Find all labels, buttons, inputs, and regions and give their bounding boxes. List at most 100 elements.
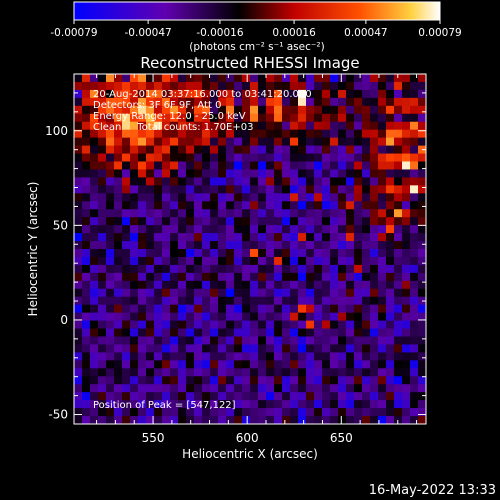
heatmap-cell — [394, 145, 403, 154]
heatmap-cell — [154, 74, 163, 83]
heatmap-cell — [178, 296, 187, 306]
heatmap-cell — [338, 113, 347, 123]
heatmap-cell — [354, 121, 363, 131]
heatmap-cell — [114, 352, 123, 361]
heatmap-cell — [322, 320, 331, 329]
heatmap-cell — [82, 328, 91, 337]
heatmap-cell — [154, 408, 163, 417]
heatmap-cell — [266, 129, 275, 139]
heatmap-cell — [330, 408, 339, 417]
heatmap-cell — [346, 368, 355, 377]
heatmap-cell — [226, 384, 235, 393]
heatmap-cell — [122, 121, 131, 131]
heatmap-cell — [290, 312, 299, 321]
heatmap-cell — [394, 296, 403, 306]
heatmap-cell — [146, 225, 155, 234]
heatmap-cell — [330, 129, 339, 139]
heatmap-cell — [282, 145, 291, 154]
heatmap-cell — [402, 249, 411, 258]
heatmap-cell — [234, 233, 243, 242]
heatmap-cell — [354, 153, 363, 162]
heatmap-cell — [162, 320, 171, 329]
heatmap-cell — [330, 392, 339, 401]
heatmap-cell — [178, 416, 187, 424]
heatmap-cell — [338, 145, 347, 154]
heatmap-cell — [178, 233, 187, 242]
heatmap-cell — [162, 97, 171, 107]
heatmap-cell — [202, 74, 211, 83]
heatmap-cell — [122, 209, 131, 218]
heatmap-cell — [242, 241, 251, 250]
heatmap-cell — [330, 97, 339, 107]
heatmap-cell — [314, 320, 323, 329]
heatmap-cell — [314, 74, 323, 83]
heatmap-cell — [74, 376, 83, 385]
heatmap-cell — [346, 360, 355, 369]
heatmap-cell — [274, 161, 283, 170]
heatmap-cell — [290, 81, 299, 91]
heatmap-cell — [362, 161, 371, 170]
heatmap-cell — [202, 256, 211, 266]
heatmap-cell — [90, 368, 99, 377]
heatmap-cell — [378, 328, 387, 337]
heatmap-cell — [338, 74, 347, 83]
heatmap-cell — [234, 376, 243, 385]
heatmap-cell — [242, 177, 251, 186]
heatmap-cell — [218, 74, 227, 83]
heatmap-cell — [394, 376, 403, 385]
heatmap-cell — [170, 312, 179, 321]
heatmap-cell — [218, 225, 227, 234]
heatmap-cell — [226, 209, 235, 218]
heatmap-cell — [162, 129, 171, 139]
heatmap-cell — [290, 185, 299, 194]
heatmap-cell — [378, 137, 387, 146]
heatmap-cell — [338, 344, 347, 353]
heatmap-cell — [146, 81, 155, 91]
heatmap-cell — [106, 344, 115, 353]
heatmap-cell — [330, 336, 339, 345]
heatmap-cell — [74, 225, 83, 234]
heatmap-cell — [82, 312, 91, 321]
heatmap-cell — [130, 105, 139, 115]
heatmap-cell — [138, 368, 147, 377]
heatmap-cell — [114, 408, 123, 417]
heatmap-cell — [226, 185, 235, 194]
heatmap-cell — [74, 336, 83, 345]
heatmap-cell — [282, 328, 291, 337]
heatmap-cell — [114, 121, 123, 131]
heatmap-cell — [290, 408, 299, 417]
heatmap-cell — [162, 304, 171, 314]
heatmap-cell — [170, 129, 179, 139]
heatmap-cell — [146, 256, 155, 266]
heatmap-cell — [402, 280, 411, 290]
heatmap-cell — [282, 201, 291, 210]
heatmap-cell — [162, 105, 171, 115]
heatmap-cell — [306, 185, 315, 194]
heatmap-cell — [306, 352, 315, 361]
heatmap-cell — [370, 249, 379, 258]
heatmap-cell — [122, 376, 131, 385]
heatmap-cell — [106, 225, 115, 234]
heatmap-cell — [370, 272, 379, 282]
heatmap-cell — [162, 416, 171, 424]
heatmap-cell — [266, 256, 275, 266]
heatmap-cell — [402, 408, 411, 417]
heatmap-cell — [82, 384, 91, 393]
heatmap-cell — [194, 360, 203, 369]
heatmap-cell — [346, 352, 355, 361]
heatmap-cell — [386, 344, 395, 353]
heatmap-cell — [90, 89, 99, 99]
heatmap-cell — [106, 304, 115, 314]
heatmap-cell — [226, 217, 235, 226]
x-axis: 550 600 650 — [96, 74, 418, 445]
heatmap-cell — [266, 336, 275, 345]
heatmap-cell — [362, 304, 371, 314]
heatmap-cell — [274, 233, 283, 242]
heatmap-cell — [210, 264, 219, 274]
heatmap-cell — [186, 320, 195, 329]
heatmap-cell — [402, 336, 411, 345]
heatmap-cell — [154, 344, 163, 353]
heatmap-cell — [122, 328, 131, 337]
heatmap-cell — [218, 360, 227, 369]
heatmap-cell — [130, 336, 139, 345]
